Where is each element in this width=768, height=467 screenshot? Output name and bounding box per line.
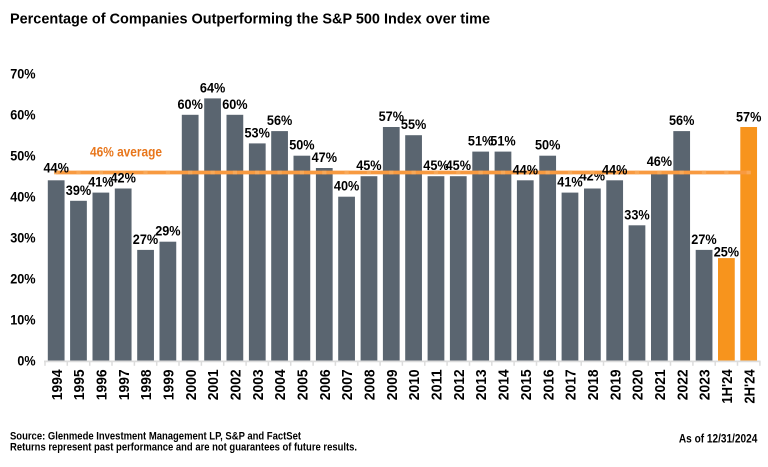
svg-text:60%: 60%	[10, 108, 35, 123]
svg-text:25%: 25%	[714, 244, 739, 259]
svg-text:Returns represent past perform: Returns represent past performance and a…	[10, 441, 357, 453]
svg-text:45%: 45%	[446, 158, 471, 173]
svg-text:60%: 60%	[178, 97, 203, 112]
svg-text:44%: 44%	[44, 160, 69, 175]
svg-text:2013: 2013	[474, 369, 490, 400]
svg-text:2003: 2003	[251, 369, 267, 400]
svg-text:27%: 27%	[133, 232, 158, 247]
svg-text:56%: 56%	[669, 113, 694, 128]
svg-text:2012: 2012	[452, 369, 468, 400]
svg-text:2020: 2020	[631, 369, 647, 400]
svg-text:46%: 46%	[647, 154, 672, 169]
svg-text:2007: 2007	[340, 369, 356, 400]
svg-text:2018: 2018	[586, 369, 602, 400]
svg-text:2010: 2010	[407, 369, 423, 400]
svg-text:50%: 50%	[10, 149, 35, 164]
svg-text:2001: 2001	[206, 369, 222, 400]
svg-text:2000: 2000	[184, 369, 200, 400]
svg-text:2023: 2023	[698, 369, 714, 400]
svg-text:70%: 70%	[10, 67, 35, 82]
svg-text:45%: 45%	[423, 158, 448, 173]
svg-text:57%: 57%	[379, 109, 404, 124]
svg-text:1H'24: 1H'24	[720, 369, 736, 403]
svg-text:2021: 2021	[653, 369, 669, 400]
svg-text:40%: 40%	[334, 179, 359, 194]
svg-text:1999: 1999	[162, 369, 178, 400]
svg-text:45%: 45%	[356, 158, 381, 173]
svg-text:As of 12/31/2024: As of 12/31/2024	[679, 431, 758, 445]
svg-text:50%: 50%	[535, 138, 560, 153]
svg-text:1995: 1995	[72, 369, 88, 400]
svg-text:44%: 44%	[602, 162, 627, 177]
svg-text:51%: 51%	[490, 134, 515, 149]
svg-text:2015: 2015	[519, 369, 535, 400]
svg-text:46% average: 46% average	[90, 144, 162, 159]
svg-text:1996: 1996	[95, 369, 111, 400]
svg-text:Percentage of Companies Outper: Percentage of Companies Outperforming th…	[10, 10, 490, 27]
svg-text:60%: 60%	[222, 97, 247, 112]
svg-text:1998: 1998	[139, 369, 155, 400]
svg-text:2006: 2006	[318, 369, 334, 400]
svg-text:27%: 27%	[691, 232, 716, 247]
svg-text:2008: 2008	[363, 369, 379, 400]
svg-text:2004: 2004	[273, 369, 289, 400]
svg-text:47%: 47%	[312, 150, 337, 165]
svg-text:1997: 1997	[117, 369, 133, 400]
svg-text:20%: 20%	[10, 271, 35, 286]
svg-text:57%: 57%	[736, 109, 761, 124]
svg-text:Source: Glenmede Investment Ma: Source: Glenmede Investment Management L…	[10, 431, 301, 443]
svg-text:2H'24: 2H'24	[742, 369, 758, 403]
svg-text:41%: 41%	[88, 175, 113, 190]
svg-text:2016: 2016	[541, 369, 557, 400]
svg-text:41%: 41%	[557, 175, 582, 190]
svg-text:44%: 44%	[513, 162, 538, 177]
svg-text:53%: 53%	[245, 125, 270, 140]
svg-text:2002: 2002	[229, 369, 245, 400]
svg-text:2005: 2005	[296, 369, 312, 400]
svg-text:1994: 1994	[50, 369, 66, 400]
svg-text:33%: 33%	[624, 207, 649, 222]
svg-text:51%: 51%	[468, 134, 493, 149]
svg-text:2009: 2009	[385, 369, 401, 400]
svg-text:0%: 0%	[17, 353, 35, 368]
svg-text:42%: 42%	[111, 171, 136, 186]
svg-text:30%: 30%	[10, 230, 35, 245]
svg-text:40%: 40%	[10, 190, 35, 205]
svg-text:2017: 2017	[564, 369, 580, 400]
svg-text:2019: 2019	[608, 369, 624, 400]
svg-text:29%: 29%	[155, 224, 180, 239]
svg-text:39%: 39%	[66, 183, 91, 198]
svg-text:55%: 55%	[401, 117, 426, 132]
svg-text:64%: 64%	[200, 80, 225, 95]
svg-text:2011: 2011	[430, 369, 446, 400]
svg-text:56%: 56%	[267, 113, 292, 128]
svg-text:50%: 50%	[289, 138, 314, 153]
svg-text:2022: 2022	[675, 369, 691, 400]
svg-text:2014: 2014	[497, 369, 513, 400]
svg-text:10%: 10%	[10, 312, 35, 327]
